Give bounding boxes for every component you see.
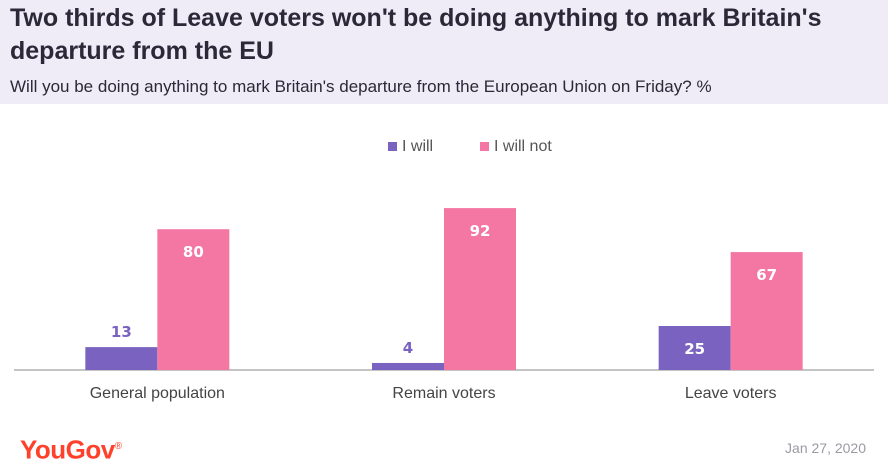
x-tick-label: General population: [90, 385, 225, 402]
legend-label: I will not: [494, 138, 552, 155]
legend-swatch: [388, 142, 397, 151]
yougov-logo: YouGov®: [20, 432, 122, 465]
brand-name: YouGov: [20, 434, 115, 465]
chart-subtitle: Will you be doing anything to mark Brita…: [10, 77, 712, 96]
brand-mark: ®: [114, 441, 122, 452]
data-label: 4: [403, 339, 413, 357]
legend-swatch: [480, 142, 489, 151]
data-label: 13: [111, 323, 132, 341]
bar-leave-voters-i-will: [658, 326, 731, 370]
bar-general-population-i-will: [85, 347, 158, 370]
x-tick-label: Leave voters: [685, 385, 777, 402]
data-label: 80: [183, 243, 204, 261]
data-label: 92: [470, 222, 491, 240]
data-label: 67: [756, 266, 777, 284]
data-label: 25: [684, 340, 705, 358]
bar-remain-voters-i-will-not: [444, 208, 516, 370]
header-band: Two thirds of Leave voters won't be doin…: [0, 0, 888, 104]
bar-leave-voters-i-will-not: [730, 252, 803, 370]
bar-general-population-i-will-not: [157, 229, 230, 370]
chart-date: Jan 27, 2020: [785, 440, 866, 456]
chart-title: Two thirds of Leave voters won't be doin…: [10, 4, 822, 65]
bar-remain-voters-i-will: [372, 362, 444, 370]
legend-label: I will: [402, 138, 433, 155]
x-tick-label: Remain voters: [392, 385, 495, 402]
